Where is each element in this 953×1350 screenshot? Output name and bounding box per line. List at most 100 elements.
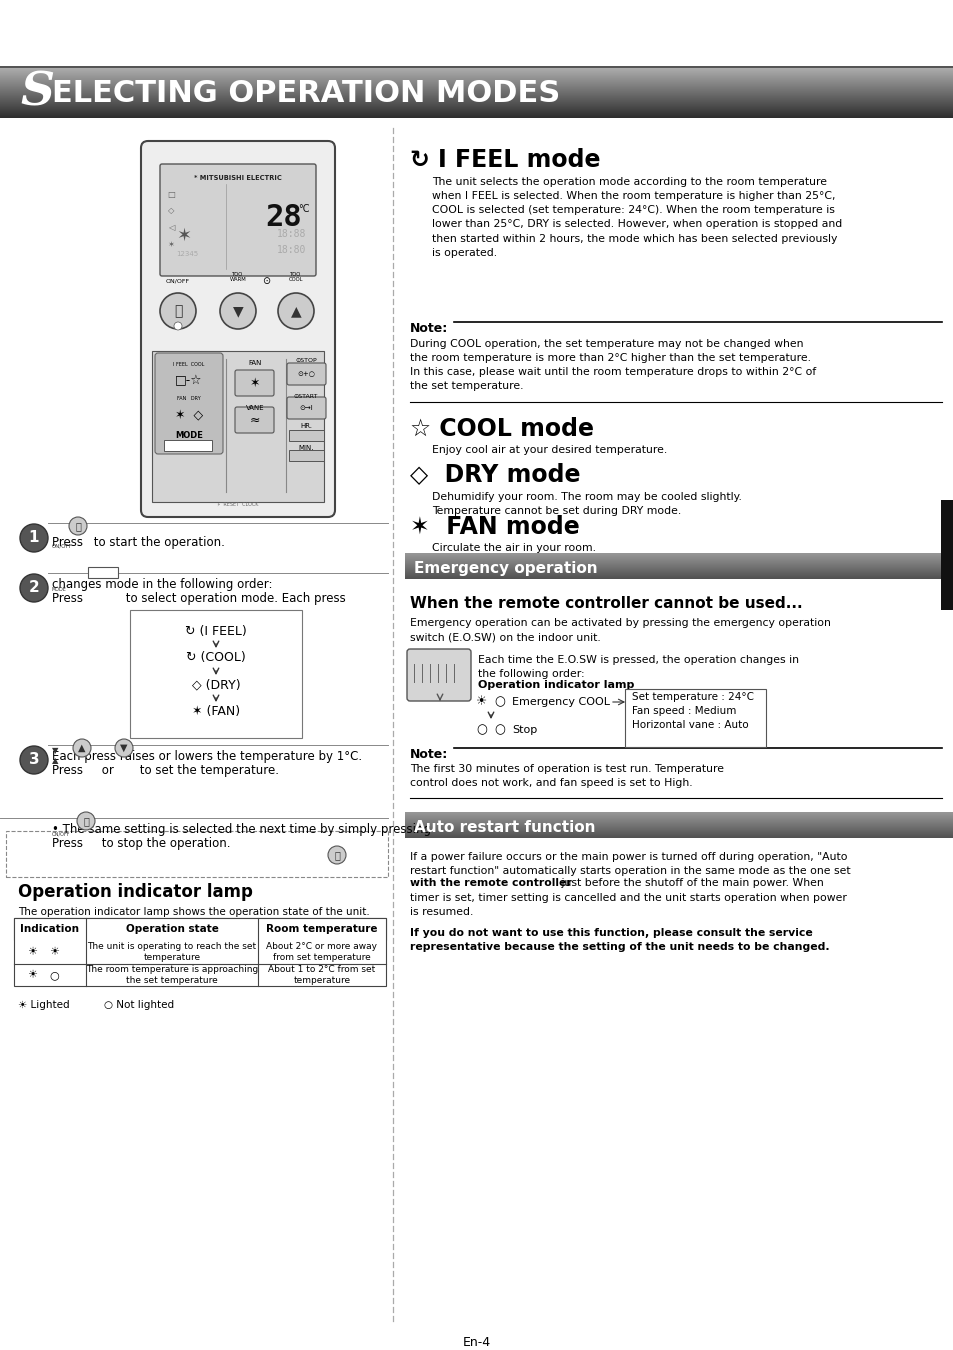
Text: Operation state: Operation state <box>126 923 218 934</box>
Text: with the remote controller: with the remote controller <box>410 878 571 888</box>
Text: timer is set, timer setting is cancelled and the unit starts operation when powe: timer is set, timer setting is cancelled… <box>410 892 846 917</box>
Text: ○: ○ <box>476 724 487 737</box>
Circle shape <box>115 738 132 757</box>
Text: ✶: ✶ <box>168 240 174 250</box>
Text: ▼: ▼ <box>52 747 58 755</box>
Text: FAN   DRY: FAN DRY <box>177 397 201 401</box>
Bar <box>14 918 386 986</box>
Text: ⊙+○: ⊙+○ <box>296 371 314 377</box>
Text: ☀: ☀ <box>27 946 37 957</box>
Text: Auto restart function: Auto restart function <box>414 819 595 834</box>
FancyBboxPatch shape <box>234 406 274 433</box>
Text: 1: 1 <box>29 531 39 545</box>
FancyBboxPatch shape <box>287 397 326 418</box>
Text: ◇ (DRY): ◇ (DRY) <box>192 679 240 691</box>
Text: The room temperature is approaching
the set temperature: The room temperature is approaching the … <box>86 965 258 986</box>
Text: HR.: HR. <box>299 423 312 429</box>
Text: ✶  ◇: ✶ ◇ <box>174 409 203 423</box>
Text: to select operation mode. Each press: to select operation mode. Each press <box>122 593 345 605</box>
Text: Stop: Stop <box>512 725 537 734</box>
Text: just before the shutoff of the main power. When: just before the shutoff of the main powe… <box>558 878 822 888</box>
Text: ☀: ☀ <box>27 971 37 980</box>
Text: Dehumidify your room. The room may be cooled slightly.
Temperature cannot be set: Dehumidify your room. The room may be co… <box>432 491 741 516</box>
Text: TOO
WARM: TOO WARM <box>230 271 246 282</box>
Circle shape <box>173 323 182 329</box>
Text: ✶ (FAN): ✶ (FAN) <box>192 706 240 718</box>
FancyBboxPatch shape <box>287 363 326 385</box>
FancyBboxPatch shape <box>141 140 335 517</box>
Text: ✶: ✶ <box>250 377 260 390</box>
Text: Each time the E.O.SW is pressed, the operation changes in
the following order:: Each time the E.O.SW is pressed, the ope… <box>477 655 799 679</box>
Text: Press: Press <box>52 837 87 850</box>
Bar <box>88 567 118 578</box>
Circle shape <box>220 293 255 329</box>
Text: ↻ (I FEEL): ↻ (I FEEL) <box>185 625 247 637</box>
Text: ◇: ◇ <box>168 207 174 216</box>
Text: Operation indicator lamp: Operation indicator lamp <box>477 680 634 690</box>
Text: S: S <box>20 70 54 116</box>
Text: Operation indicator lamp: Operation indicator lamp <box>18 883 253 900</box>
FancyBboxPatch shape <box>6 832 388 878</box>
Circle shape <box>77 811 95 830</box>
Text: MODE: MODE <box>52 587 67 593</box>
Text: ⚡  RESET  CLOCK: ⚡ RESET CLOCK <box>217 501 258 506</box>
Text: ▼: ▼ <box>233 304 243 319</box>
Text: VANE: VANE <box>246 405 264 410</box>
Text: Room temperature: Room temperature <box>266 923 377 934</box>
FancyBboxPatch shape <box>154 352 223 454</box>
Text: ⊙: ⊙ <box>262 275 270 286</box>
Text: The operation indicator lamp shows the operation state of the unit.: The operation indicator lamp shows the o… <box>18 907 370 917</box>
Text: ≈: ≈ <box>250 413 260 427</box>
Text: ▼: ▼ <box>120 743 128 753</box>
Text: Note:: Note: <box>410 748 448 761</box>
FancyBboxPatch shape <box>130 610 302 738</box>
Text: ☀: ☀ <box>476 695 487 709</box>
Text: ◇  DRY mode: ◇ DRY mode <box>410 462 579 486</box>
Text: 28: 28 <box>265 204 302 232</box>
Text: The first 30 minutes of operation is test run. Temperature
control does not work: The first 30 minutes of operation is tes… <box>410 764 723 788</box>
Text: 12345: 12345 <box>175 251 198 256</box>
Bar <box>289 450 324 460</box>
Text: ⊙START: ⊙START <box>294 394 318 400</box>
Text: 18:88: 18:88 <box>277 230 306 239</box>
Text: ⊙STOP: ⊙STOP <box>294 359 316 363</box>
Text: ⊙→I: ⊙→I <box>299 405 313 410</box>
Text: ⏻: ⏻ <box>75 521 81 531</box>
Text: When the remote controller cannot be used...: When the remote controller cannot be use… <box>410 595 801 612</box>
Text: ◁: ◁ <box>168 224 174 232</box>
Text: ✶  FAN mode: ✶ FAN mode <box>410 514 579 539</box>
Text: Emergency COOL: Emergency COOL <box>512 697 609 707</box>
Text: ⏻: ⏻ <box>334 850 339 860</box>
Circle shape <box>20 747 48 774</box>
Text: • The same setting is selected the next time by simply pressing: • The same setting is selected the next … <box>52 824 435 836</box>
Circle shape <box>73 738 91 757</box>
Text: I FEEL  COOL: I FEEL COOL <box>173 363 205 367</box>
Bar <box>14 918 386 940</box>
Text: to stop the operation.: to stop the operation. <box>98 837 231 850</box>
Text: The unit selects the operation mode according to the room temperature
when I FEE: The unit selects the operation mode acco… <box>432 177 841 258</box>
Text: Circulate the air in your room.: Circulate the air in your room. <box>432 543 596 554</box>
Text: □-☆: □-☆ <box>175 374 203 387</box>
Text: Emergency operation can be activated by pressing the emergency operation
switch : Emergency operation can be activated by … <box>410 618 830 643</box>
Text: ▲: ▲ <box>291 304 301 319</box>
Text: ☀: ☀ <box>49 946 59 957</box>
FancyBboxPatch shape <box>624 688 765 747</box>
Text: ☆ COOL mode: ☆ COOL mode <box>410 417 594 441</box>
Text: ↻ I FEEL mode: ↻ I FEEL mode <box>410 148 599 171</box>
Text: ○: ○ <box>494 724 505 737</box>
Text: Note:: Note: <box>410 323 448 335</box>
Text: The unit is operating to reach the set
temperature: The unit is operating to reach the set t… <box>88 941 256 963</box>
Text: En-4: En-4 <box>462 1335 491 1349</box>
Text: Press: Press <box>52 764 87 778</box>
Bar <box>152 351 324 502</box>
Text: to set the temperature.: to set the temperature. <box>136 764 278 778</box>
Text: TOO
COOL: TOO COOL <box>289 271 303 282</box>
Circle shape <box>328 846 346 864</box>
Text: Press: Press <box>52 593 87 605</box>
Text: * MITSUBISHI ELECTRIC: * MITSUBISHI ELECTRIC <box>193 176 281 181</box>
Text: ✶: ✶ <box>176 227 192 244</box>
Text: Each press raises or lowers the temperature by 1°C.: Each press raises or lowers the temperat… <box>52 751 362 763</box>
Text: During COOL operation, the set temperature may not be changed when
the room temp: During COOL operation, the set temperatu… <box>410 339 816 392</box>
Circle shape <box>277 293 314 329</box>
Text: 18:80: 18:80 <box>277 244 306 255</box>
